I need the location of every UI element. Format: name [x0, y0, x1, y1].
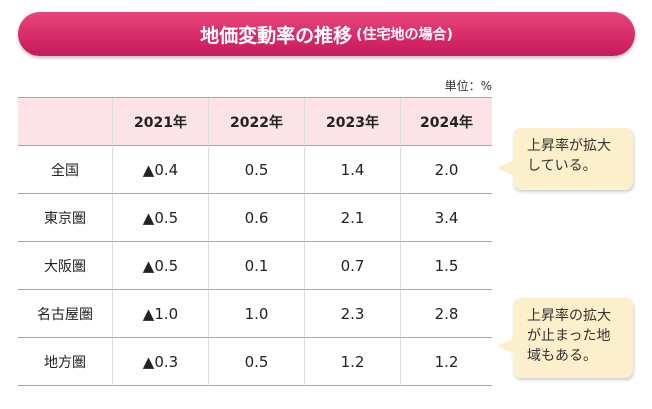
row-label: 名古屋圏	[18, 290, 112, 338]
table-cell: 1.2	[304, 338, 400, 386]
callout-line: 域もある。	[527, 348, 597, 364]
callout: 上昇率が拡大 している。	[497, 128, 633, 190]
table-cell: 2.0	[400, 146, 492, 194]
table-cell: 0.5	[208, 338, 304, 386]
table-cell: 0.6	[208, 194, 304, 242]
header-cell: 2024年	[400, 98, 492, 146]
table-cell: 3.4	[400, 194, 492, 242]
table-cell: 0.5	[208, 146, 304, 194]
callout-pointer	[497, 160, 514, 176]
table-cell: 1.5	[400, 242, 492, 290]
table-cell: ▲0.3	[112, 338, 208, 386]
callout-line: している。	[527, 158, 597, 174]
table-cell: 2.8	[400, 290, 492, 338]
callout: 上昇率の拡大 が止まった地 域もある。	[497, 298, 633, 378]
header-cell: 2023年	[304, 98, 400, 146]
table-cell: 1.2	[400, 338, 492, 386]
callout-pointer	[497, 338, 514, 354]
row-label: 東京圏	[18, 194, 112, 242]
table-cell: ▲0.4	[112, 146, 208, 194]
table-cell: ▲0.5	[112, 194, 208, 242]
callout-line: 上昇率が拡大	[527, 138, 611, 154]
table-cell: 2.1	[304, 194, 400, 242]
table-top-rule	[18, 97, 492, 98]
table-cell: 2.3	[304, 290, 400, 338]
header-cell: 2022年	[208, 98, 304, 146]
table-cell: 0.7	[304, 242, 400, 290]
unit-label: 単位：%	[444, 79, 492, 93]
table-cell: 0.1	[208, 242, 304, 290]
callout-line: 上昇率の拡大	[527, 308, 611, 324]
subtitle: (住宅地の場合)	[356, 27, 453, 43]
row-label: 全国	[18, 146, 112, 194]
table-cell: 1.0	[208, 290, 304, 338]
row-label: 大阪圏	[18, 242, 112, 290]
title: 地価変動率の推移	[200, 24, 353, 47]
row-label: 地方圏	[18, 338, 112, 386]
header-cell	[18, 98, 112, 146]
header-cell: 2021年	[112, 98, 208, 146]
table-cell: 1.4	[304, 146, 400, 194]
table-cell: ▲0.5	[112, 242, 208, 290]
table-cell: ▲1.0	[112, 290, 208, 338]
title-banner: 地価変動率の推移 (住宅地の場合)	[18, 12, 635, 56]
callout-line: が止まった地	[527, 328, 611, 344]
